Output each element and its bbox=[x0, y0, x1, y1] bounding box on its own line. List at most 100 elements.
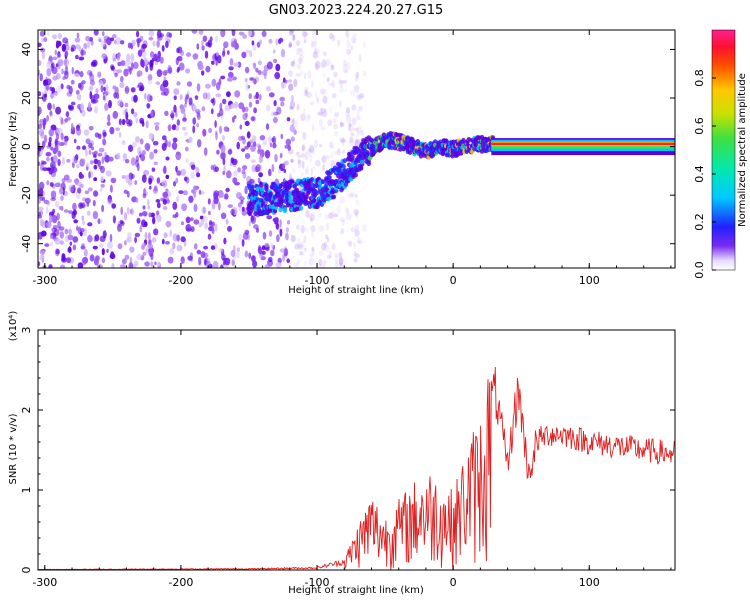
noise-speckle bbox=[345, 62, 351, 71]
noise-speckle bbox=[258, 94, 262, 101]
colorbar-tick-label: 0.8 bbox=[693, 69, 706, 87]
noise-speckle bbox=[289, 124, 295, 132]
noise-speckle bbox=[265, 86, 271, 92]
snr-panel: -300 -200 -100 0 100 0 1 2 3 Height of straight … bbox=[8, 311, 676, 596]
noise-speckle bbox=[156, 210, 160, 216]
noise-speckle bbox=[357, 240, 363, 244]
noise-speckle bbox=[236, 250, 240, 259]
noise-speckle bbox=[281, 81, 285, 89]
noise-speckle bbox=[333, 71, 339, 77]
noise-speckle bbox=[288, 70, 294, 77]
noise-speckle bbox=[81, 215, 85, 221]
noise-speckle bbox=[70, 101, 76, 106]
noise-speckle bbox=[124, 85, 130, 95]
noise-speckle bbox=[180, 256, 185, 264]
noise-speckle bbox=[46, 167, 51, 171]
noise-speckle bbox=[77, 82, 82, 89]
noise-speckle bbox=[307, 154, 313, 163]
noise-speckle bbox=[57, 59, 64, 67]
noise-speckle bbox=[355, 71, 359, 79]
noise-speckle bbox=[133, 61, 139, 69]
noise-speckle bbox=[156, 177, 161, 184]
noise-speckle bbox=[83, 248, 88, 257]
noise-speckle bbox=[90, 160, 94, 165]
ridge-blob bbox=[290, 179, 295, 185]
ridge-blob bbox=[324, 182, 329, 188]
noise-speckle bbox=[350, 35, 357, 44]
noise-speckle bbox=[119, 264, 126, 268]
noise-speckle bbox=[102, 129, 107, 138]
noise-speckle bbox=[268, 38, 273, 44]
noise-speckle bbox=[48, 128, 54, 137]
noise-speckle bbox=[356, 125, 362, 134]
snr-plot-frame bbox=[37, 329, 676, 571]
ridge-blob bbox=[327, 175, 332, 180]
noise-speckle bbox=[282, 253, 286, 263]
noise-speckle bbox=[155, 81, 161, 86]
noise-speckle bbox=[145, 65, 149, 73]
noise-speckle bbox=[144, 92, 147, 100]
noise-speckle bbox=[253, 224, 259, 230]
noise-speckle bbox=[77, 187, 82, 194]
noise-speckle bbox=[108, 156, 114, 162]
noise-speckle bbox=[56, 85, 62, 93]
noise-speckle bbox=[296, 104, 300, 111]
noise-speckle bbox=[216, 149, 220, 155]
noise-speckle bbox=[98, 147, 105, 153]
noise-speckle bbox=[186, 94, 189, 99]
noise-speckle bbox=[330, 151, 334, 159]
noise-speckle bbox=[214, 35, 219, 43]
noise-speckle bbox=[246, 141, 251, 148]
noise-speckle bbox=[162, 180, 168, 188]
noise-speckle bbox=[176, 68, 180, 73]
colorbar-tick-label: 0.6 bbox=[693, 117, 706, 135]
noise-speckle bbox=[210, 245, 216, 250]
noise-speckle bbox=[231, 30, 236, 37]
noise-speckle bbox=[274, 72, 281, 80]
noise-speckle bbox=[167, 140, 172, 148]
noise-speckle bbox=[201, 40, 204, 46]
noise-speckle bbox=[290, 234, 296, 243]
noise-speckle bbox=[299, 54, 305, 60]
noise-speckle bbox=[271, 164, 275, 173]
noise-speckle bbox=[65, 50, 69, 57]
noise-speckle bbox=[45, 206, 49, 215]
noise-speckle bbox=[38, 59, 42, 67]
noise-speckle bbox=[244, 120, 250, 127]
noise-speckle bbox=[310, 101, 315, 106]
noise-speckle bbox=[162, 79, 169, 88]
noise-speckle bbox=[61, 157, 66, 165]
noise-speckle bbox=[111, 203, 117, 209]
noise-speckle bbox=[108, 99, 112, 109]
noise-speckle bbox=[241, 148, 246, 152]
noise-speckle bbox=[125, 118, 131, 125]
noise-speckle bbox=[264, 149, 271, 159]
noise-speckle bbox=[105, 170, 112, 177]
noise-speckle bbox=[117, 69, 123, 74]
noise-speckle bbox=[157, 261, 161, 267]
noise-speckle bbox=[97, 159, 101, 167]
noise-speckle bbox=[329, 145, 335, 150]
noise-speckle bbox=[211, 60, 215, 65]
noise-speckle bbox=[360, 130, 364, 137]
noise-speckle bbox=[202, 215, 208, 223]
noise-speckle bbox=[257, 177, 261, 183]
noise-speckle bbox=[129, 208, 135, 216]
ridge-blob bbox=[331, 194, 337, 200]
spectrum-ridge bbox=[246, 131, 675, 217]
noise-speckle bbox=[64, 228, 69, 235]
noise-speckle bbox=[297, 259, 300, 265]
noise-speckle bbox=[220, 144, 226, 153]
noise-speckle bbox=[218, 78, 222, 86]
noise-speckle bbox=[293, 78, 298, 88]
noise-speckle bbox=[259, 181, 263, 186]
noise-speckle bbox=[298, 241, 305, 249]
noise-speckle bbox=[138, 87, 144, 92]
noise-speckle bbox=[186, 227, 193, 232]
noise-speckle bbox=[265, 123, 270, 130]
noise-speckle bbox=[172, 201, 178, 210]
noise-speckle bbox=[101, 53, 107, 59]
noise-speckle bbox=[355, 199, 360, 206]
noise-speckle bbox=[310, 216, 313, 223]
noise-speckle bbox=[94, 234, 100, 242]
